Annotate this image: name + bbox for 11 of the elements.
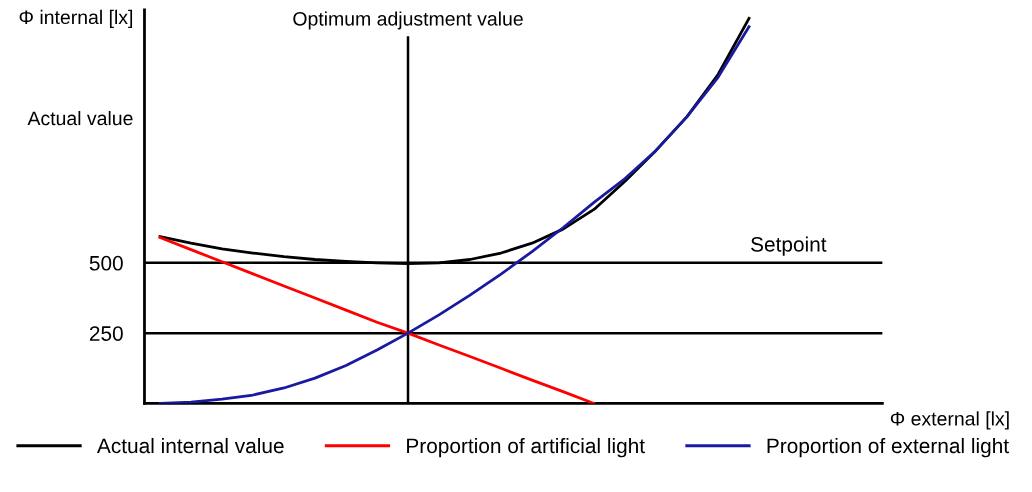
ref-line-label: Setpoint [751,236,827,256]
y-axis-title: Φ internal [lx] [19,9,133,28]
y-tick-label: 500 [89,255,123,271]
text: Actual value [27,110,133,126]
legend-label: Proportion of external light [767,437,1009,458]
legend-label: Actual internal value [96,437,284,454]
y-tick-label: 250 [89,326,123,341]
legend-label: Proportion of artificial light [407,437,645,458]
text: Φ external [lx] [890,411,1009,430]
annotation: Optimum adjustment value [293,11,523,30]
line-series [158,236,596,404]
